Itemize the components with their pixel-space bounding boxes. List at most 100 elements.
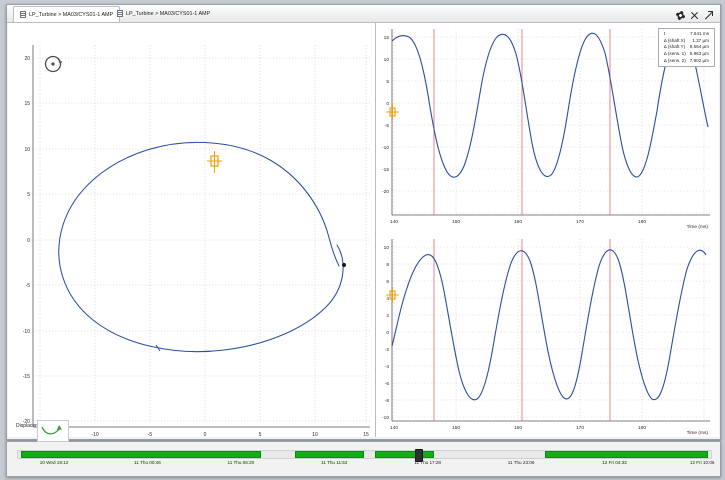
svg-text:-15: -15 <box>382 167 389 173</box>
timeline-labels: 10 Wed 19:12 11 Thu 00:46 11 Thu 06:20 1… <box>7 460 720 472</box>
timeline-label: 11 Thu 23:06 <box>507 460 535 465</box>
expand-icon[interactable] <box>704 11 713 20</box>
svg-text:160: 160 <box>514 425 522 431</box>
svg-text:150: 150 <box>452 219 460 225</box>
legend-row: Δ (shaft X) 1.37 µm <box>662 38 711 45</box>
svg-text:Time (ms): Time (ms) <box>687 430 709 436</box>
svg-text:-5: -5 <box>385 123 390 129</box>
svg-text:15: 15 <box>24 101 30 107</box>
timeline-track[interactable] <box>17 449 712 462</box>
svg-text:0: 0 <box>27 238 30 244</box>
tab-orbit-amp-1[interactable]: LP_Turbine > MA03/CYS01-1 AMP <box>13 6 121 22</box>
timeline-segment[interactable] <box>544 451 708 458</box>
svg-text:-5: -5 <box>26 283 31 289</box>
svg-text:-8: -8 <box>385 398 390 404</box>
legend-value: 9.564 µm <box>689 44 709 50</box>
orbit-end-marker <box>341 262 347 268</box>
svg-text:0: 0 <box>386 101 389 107</box>
tab-label: LP_Turbine > MA03/CYS01-1 AMP <box>126 10 211 17</box>
svg-text:0: 0 <box>204 432 207 437</box>
document-icon <box>20 11 26 18</box>
tab-label: LP_Turbine > MA03/CYS01-1 AMP <box>29 11 114 18</box>
timeline-label: 12 Fri 04:33 <box>602 460 627 465</box>
legend-row: t 7.641 ms <box>662 31 711 38</box>
svg-text:-10: -10 <box>382 145 389 151</box>
orbit-chart: 20 15 10 5 0 -5 -10 -15 -20 -10 -5 0 5 1… <box>8 23 375 437</box>
svg-text:-2: -2 <box>385 347 390 353</box>
svg-text:0: 0 <box>386 330 389 336</box>
legend-label: Δ (sens. 2) <box>663 57 686 63</box>
timeline-segment[interactable] <box>295 451 365 458</box>
svg-text:4: 4 <box>386 296 389 302</box>
orbit-plot-pane[interactable]: 20 15 10 5 0 -5 -10 -15 -20 -10 -5 0 5 1… <box>8 23 376 442</box>
svg-text:5: 5 <box>27 192 30 198</box>
svg-text:20: 20 <box>24 56 30 62</box>
waveform-bottom-cursor-marker <box>386 287 399 303</box>
timeline-bar[interactable]: 10 Wed 19:12 11 Thu 00:46 11 Thu 06:20 1… <box>6 441 721 477</box>
legend-label: Δ (shaft Y) <box>663 44 686 50</box>
document-icon <box>117 10 123 17</box>
legend-value: 7.902 µm <box>689 57 709 63</box>
window-controls <box>676 11 713 20</box>
svg-text:-10: -10 <box>382 415 389 421</box>
svg-text:5: 5 <box>259 432 262 437</box>
close-icon[interactable] <box>690 11 699 20</box>
svg-text:10: 10 <box>312 432 318 437</box>
timeline-label: 11 Thu 00:46 <box>134 460 161 465</box>
measurement-legend: t 7.641 ms Δ (shaft X) 1.37 µm Δ (shaft … <box>657 28 715 68</box>
waveform-top-cursor-marker <box>386 104 399 120</box>
timeline-label: 11 Thu 17:28 <box>414 460 441 465</box>
direction-indicator-box <box>37 420 69 442</box>
svg-text:-15: -15 <box>23 374 30 380</box>
svg-text:15: 15 <box>363 432 369 437</box>
waveform-bottom-pane[interactable]: 10 8 6 4 2 0 -2 -4 -6 -8 -10 140 150 160… <box>376 231 719 437</box>
svg-text:2: 2 <box>386 313 389 319</box>
svg-text:-20: -20 <box>23 419 30 425</box>
timeline-segment[interactable] <box>21 451 261 458</box>
legend-label: t <box>663 31 666 36</box>
gear-icon[interactable] <box>676 11 685 20</box>
svg-text:-10: -10 <box>23 329 30 335</box>
tab-bar: LP_Turbine > MA03/CYS01-1 AMP LP_Turbine… <box>7 5 720 23</box>
legend-row: Δ (shaft Y) 9.564 µm <box>662 44 711 51</box>
svg-text:6: 6 <box>386 279 389 285</box>
svg-text:170: 170 <box>576 425 584 431</box>
svg-text:140: 140 <box>390 219 398 225</box>
waveform-top-pane[interactable]: 15 10 5 0 -5 -10 -15 -20 140 150 160 170… <box>376 23 719 232</box>
legend-value: 1.37 µm <box>692 37 709 43</box>
legend-label: Δ (shaft X) <box>663 37 686 43</box>
direction-arrow-icon <box>41 425 62 435</box>
svg-text:15: 15 <box>384 35 390 41</box>
svg-text:10: 10 <box>24 147 30 153</box>
svg-text:Time (ms): Time (ms) <box>687 224 709 230</box>
timeline-thumb[interactable] <box>415 449 424 462</box>
waveform-bottom-chart: 10 8 6 4 2 0 -2 -4 -6 -8 -10 140 150 160… <box>376 231 719 437</box>
svg-text:-5: -5 <box>148 432 153 437</box>
svg-text:160: 160 <box>514 219 522 225</box>
rotation-direction-icon[interactable] <box>42 53 64 75</box>
timeline-label: 11 Thu 06:20 <box>227 460 255 465</box>
timeline-label: 11 Thu 11:52 <box>321 460 348 465</box>
legend-row: Δ (sens. 2) 7.902 µm <box>662 58 711 65</box>
svg-text:180: 180 <box>638 425 646 431</box>
legend-row: Δ (sens. 1) 5.963 µm <box>662 51 711 58</box>
legend-label: Δ (sens. 1) <box>663 50 686 56</box>
tab-orbit-amp-2[interactable]: LP_Turbine > MA03/CYS01-1 AMP <box>111 6 216 21</box>
legend-value: 7.641 ms <box>690 31 709 36</box>
svg-text:150: 150 <box>452 425 460 431</box>
svg-text:10: 10 <box>384 245 390 251</box>
svg-text:-4: -4 <box>385 364 390 370</box>
plot-window: LP_Turbine > MA03/CYS01-1 AMP LP_Turbine… <box>6 4 721 442</box>
timeline-segment[interactable] <box>374 451 434 458</box>
svg-text:5: 5 <box>386 79 389 85</box>
svg-text:170: 170 <box>576 219 584 225</box>
svg-text:140: 140 <box>390 425 398 431</box>
orbit-cursor-marker <box>207 151 222 173</box>
timeline-label: 10 Wed 19:12 <box>39 460 69 465</box>
svg-text:10: 10 <box>384 57 390 63</box>
svg-text:-10: -10 <box>91 432 98 437</box>
legend-value: 5.963 µm <box>689 50 709 56</box>
svg-text:180: 180 <box>638 219 646 225</box>
svg-text:8: 8 <box>386 262 389 268</box>
